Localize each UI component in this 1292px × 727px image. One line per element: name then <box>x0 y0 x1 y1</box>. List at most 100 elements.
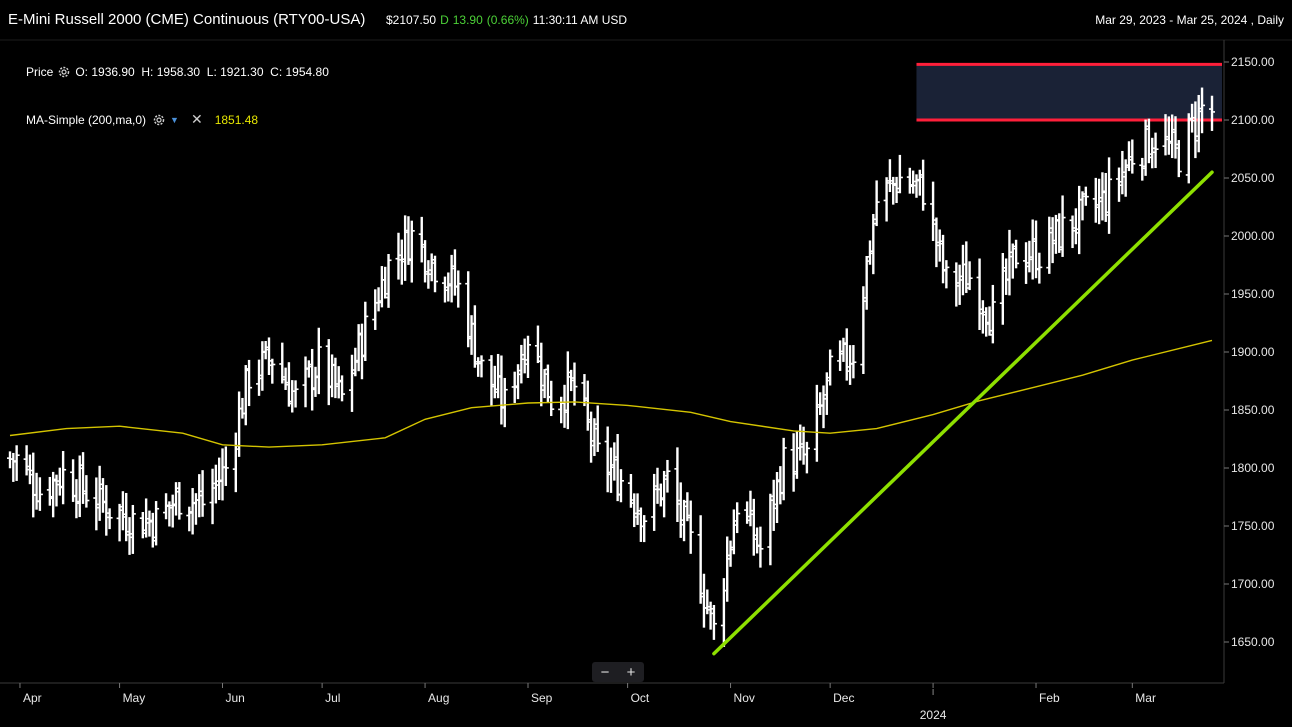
ohlc-bar <box>498 355 505 425</box>
ma-legend: MA-Simple (200,ma,0) ▼ ✕ 1851.48 <box>26 111 258 128</box>
ohlc-bar <box>239 397 246 419</box>
ohlc-bar <box>123 492 130 542</box>
ohlc-bar <box>149 512 156 548</box>
ohlc-bar <box>256 359 263 396</box>
ohlc-bar <box>541 369 548 399</box>
ohlc-bar <box>983 307 990 337</box>
ohlc-bar <box>219 448 226 501</box>
ohlc-bar <box>402 215 409 281</box>
ohlc-bar <box>1052 214 1059 254</box>
ohlc-bar <box>521 338 528 374</box>
ohlc-bar <box>222 446 229 486</box>
chevron-down-icon[interactable]: ▼ <box>170 114 179 125</box>
zoom-in-icon[interactable]: + <box>626 663 636 681</box>
ohlc-bar <box>979 300 986 334</box>
ohlc-bar <box>1195 94 1202 153</box>
ohlc-bar <box>448 254 455 303</box>
ohlc-bar <box>524 335 531 378</box>
ohlc-bar <box>451 249 458 296</box>
ohlc-bar <box>139 512 146 539</box>
ohlc-bar <box>754 527 761 554</box>
ohlc-bar <box>398 239 405 285</box>
ohlc-bar <box>405 216 412 265</box>
y-tick-label: 2000.00 <box>1231 229 1275 243</box>
ohlc-bar <box>1169 114 1176 159</box>
ohlc-bar <box>943 260 950 289</box>
ohlc-bar <box>501 377 508 428</box>
ohlc-bar <box>30 452 37 518</box>
ohlc-bar <box>1076 185 1083 255</box>
ohlc-bar <box>637 507 644 542</box>
ohlc-bar <box>1209 95 1215 131</box>
ohlc-bar <box>777 466 784 505</box>
ohlc-bar <box>196 474 203 518</box>
gear-icon[interactable] <box>152 113 166 127</box>
ohlc-bar <box>916 169 923 196</box>
ohlc-bar <box>744 501 751 524</box>
ohlc-bar <box>584 380 591 431</box>
ohlc-bar <box>445 272 452 302</box>
ohlc-bar <box>614 434 621 502</box>
ohlc-bar <box>581 374 588 407</box>
ohlc-bar <box>335 366 342 399</box>
zoom-out-icon[interactable]: − <box>600 663 610 681</box>
ohlc-bar <box>594 405 601 452</box>
ohlc-bar <box>870 213 877 275</box>
ohlc-bar <box>478 355 485 378</box>
date-range[interactable]: Mar 29, 2023 - Mar 25, 2024 , Daily <box>1095 13 1284 27</box>
ohlc-bar <box>886 159 893 193</box>
y-tick-label: 1750.00 <box>1231 519 1275 533</box>
ohlc-bar <box>36 477 43 511</box>
x-tick-label: Jun <box>226 691 245 705</box>
ohlc-bar <box>106 508 113 530</box>
ohlc-bar <box>634 493 641 525</box>
ohlc-bar <box>724 536 731 602</box>
ohlc-bar <box>534 325 541 364</box>
ohlc-bar <box>817 392 824 415</box>
ohlc-bar <box>860 286 867 374</box>
ohlc-bar <box>1102 172 1109 222</box>
ohlc-bar <box>704 589 711 615</box>
ohlc-bar <box>126 517 133 555</box>
ohlc-bar <box>1162 114 1169 156</box>
ohlc-bar <box>285 362 292 407</box>
ohlc-bar <box>518 344 525 384</box>
ohlc-bar <box>83 475 90 508</box>
ohlc-bar <box>382 266 389 299</box>
ohlc-bar <box>770 479 777 531</box>
ohlc-bar <box>953 262 960 307</box>
ohlc-bar <box>23 445 30 476</box>
ohlc-bar <box>471 305 478 368</box>
ohlc-bar <box>1026 240 1033 273</box>
close-icon[interactable]: ✕ <box>190 111 203 127</box>
ohlc-bar <box>1142 119 1149 176</box>
ohlc-bar <box>890 176 897 205</box>
ohlc-bar <box>591 418 598 457</box>
gear-icon[interactable] <box>57 65 71 79</box>
ohlc-bar <box>50 471 57 518</box>
ohlc-bar <box>279 342 286 384</box>
ohlc-bar <box>774 472 781 523</box>
ohlc-bar <box>103 485 110 536</box>
ohlc-bar <box>677 482 684 538</box>
ohlc-bar <box>920 159 927 211</box>
ohlc-bar <box>329 354 336 398</box>
ohlc-bar <box>1099 172 1106 221</box>
ohlc-bar <box>651 473 658 531</box>
ohlc-bar <box>727 540 734 567</box>
ohlc-bar <box>209 468 216 525</box>
ohlc-bar <box>1079 191 1086 221</box>
y-tick-label: 1950.00 <box>1231 287 1275 301</box>
ohlc-bar <box>604 426 611 493</box>
ohlc-bar <box>1082 186 1089 206</box>
ohlc-bar <box>1013 239 1020 269</box>
ohlc-bar <box>73 479 80 519</box>
y-tick-label: 2100.00 <box>1231 113 1275 127</box>
ohlc-bar <box>913 174 920 198</box>
ohlc-bar <box>305 360 312 378</box>
ohlc-bar <box>681 499 688 542</box>
quote-line: $2107.50 D 13.90 (0.66%) 11:30:11 AM USD <box>386 13 627 27</box>
ohlc-bar <box>707 601 714 630</box>
ohlc-bar <box>232 432 239 493</box>
